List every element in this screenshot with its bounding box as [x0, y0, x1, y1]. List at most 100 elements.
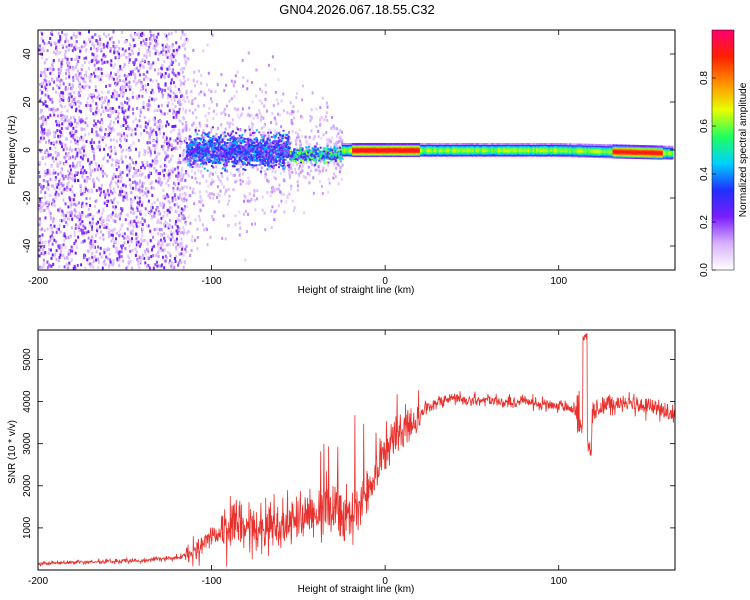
spectrogram-cell [175, 174, 177, 178]
spectrogram-cell [160, 50, 163, 54]
spectrogram-cell [54, 192, 57, 196]
spectrogram-cell [253, 159, 256, 162]
spectrogram-cell [42, 115, 45, 119]
spectrogram-cell [150, 97, 153, 101]
spectrogram-cell [166, 148, 169, 152]
spectrogram-cell [278, 183, 281, 187]
spectrogram-cell [290, 141, 293, 145]
spectrogram-cell [101, 90, 104, 94]
spectrogram-cell [185, 37, 188, 41]
spectrogram-cell [248, 192, 251, 196]
spectrogram-cell [100, 125, 103, 129]
spectrogram-cell [73, 208, 76, 212]
spectrogram-cell [60, 63, 63, 66]
spectrogram-cell [65, 236, 67, 240]
spectrogram-cell [109, 119, 112, 123]
spectrogram-cell [145, 192, 148, 196]
spectrogram-cell [138, 200, 141, 204]
spectrogram-cell [237, 107, 239, 111]
spectrogram-cell [137, 69, 140, 73]
spectrogram-cell [128, 244, 131, 248]
spectrogram-cell [115, 73, 118, 77]
spectrogram-cell [43, 70, 45, 74]
spectrogram-cell [181, 198, 184, 202]
spectrogram-cell [319, 118, 322, 122]
spectrogram-cell [245, 158, 248, 161]
spectrogram-cell [163, 173, 165, 177]
spectrogram-cell [274, 151, 277, 154]
spectrogram-cell [110, 63, 113, 67]
spectrogram-cell [52, 130, 55, 134]
spectrogram-cell [60, 98, 63, 101]
spectrogram-cell [122, 183, 124, 187]
spectrogram-cell [279, 162, 282, 165]
spectrogram-cell [52, 159, 55, 163]
spectrogram-cell [183, 230, 186, 234]
spectrogram-cell [157, 232, 160, 236]
spectrogram-cell [251, 159, 254, 162]
spectrogram-cell [229, 155, 232, 158]
spectrogram-cell [147, 62, 150, 66]
spectrogram-cell [124, 218, 127, 222]
spectrogram-cell [237, 168, 240, 171]
spectrogram-cell [62, 91, 65, 95]
spectrogram-cell [139, 114, 142, 118]
spectrogram-cell [120, 176, 123, 180]
spectrogram-cell [236, 150, 239, 153]
spectrogram-cell [165, 181, 168, 185]
spectrogram-cell [226, 202, 229, 206]
spectrogram-cell [113, 108, 116, 112]
spectrogram-cell [168, 160, 171, 164]
spectrogram-cell [170, 225, 173, 229]
spectrogram-cell [64, 202, 67, 206]
spectrogram-cell [321, 169, 324, 173]
spectrogram-cell [186, 231, 189, 235]
spectrogram-cell [276, 149, 279, 152]
spectrogram-cell [271, 143, 274, 147]
spectrogram-cell [128, 105, 131, 109]
spectrogram-cell [143, 60, 146, 64]
spectrogram-cell [58, 246, 61, 250]
spectrogram-cell [212, 117, 215, 120]
spectrogram-cell [281, 135, 284, 137]
spectrogram-cell [185, 157, 188, 161]
spectrogram-cell [234, 180, 237, 184]
spectrogram-cell [39, 149, 42, 153]
spectrogram-cell [280, 192, 283, 196]
spectrogram-cell [143, 181, 146, 185]
spectrogram-cell [54, 150, 57, 154]
spectrogram-cell [65, 160, 68, 164]
spectrogram-cell [285, 156, 288, 159]
spectrogram-cell [207, 150, 210, 153]
spectrogram-cell [150, 217, 153, 221]
spectrogram-cell [277, 144, 280, 147]
spectrogram-cell [126, 134, 129, 138]
spectrogram-cell [41, 118, 44, 122]
spectrogram-cell [151, 193, 154, 197]
spectrogram-cell [283, 169, 286, 173]
spectrogram-cell [195, 154, 197, 157]
spectrogram-cell [71, 99, 74, 103]
spectrogram-cell [185, 250, 188, 254]
spectrogram-cell [138, 261, 141, 265]
spectrogram-cell [150, 38, 153, 42]
spectrogram-cell [289, 101, 292, 105]
spectrogram-cell [53, 187, 56, 191]
spectrogram-cell [281, 159, 284, 162]
spectrogram-cell [54, 252, 57, 256]
spectrogram-cell [89, 176, 92, 180]
spectrogram-cell [210, 143, 213, 146]
spectrogram-cell [121, 68, 124, 72]
spectrogram-cell [228, 153, 231, 156]
spectrogram-cell [204, 135, 207, 139]
spectrogram-cell [217, 175, 219, 179]
spectrogram-cell [242, 151, 245, 154]
spectrogram-cell [146, 187, 149, 191]
spectrogram-cell [260, 160, 263, 163]
spectrogram-cell [251, 129, 254, 133]
spectrogram-cell [192, 121, 195, 125]
spectrogram-cell [65, 45, 68, 49]
spectrogram-cell [110, 130, 113, 134]
spectrogram-cell [176, 210, 179, 214]
spectrogram-cell [163, 196, 166, 200]
